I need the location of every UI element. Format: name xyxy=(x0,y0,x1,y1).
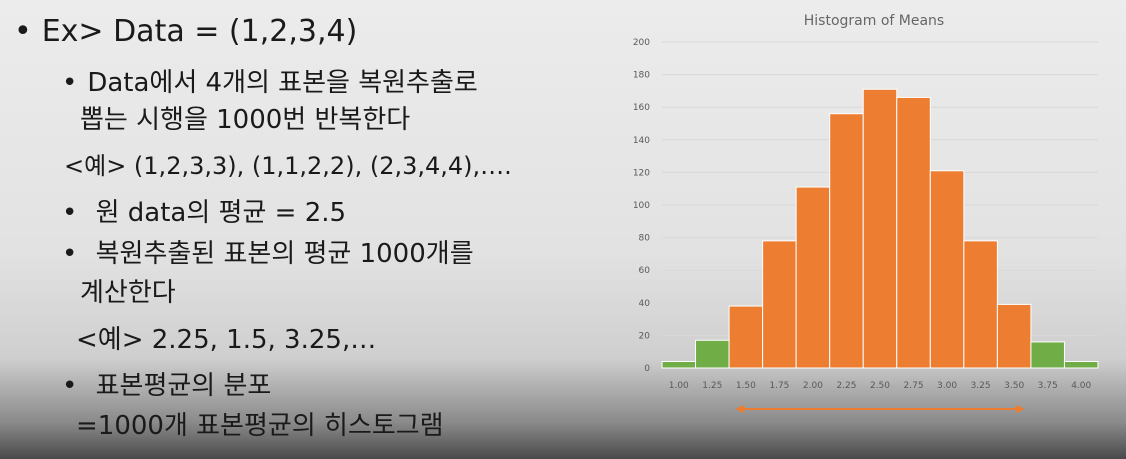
x-tick-label: 2.50 xyxy=(870,381,890,391)
histogram-bar xyxy=(829,113,864,369)
histogram-bar xyxy=(795,186,831,369)
y-tick-label: 140 xyxy=(633,136,650,146)
line-text: 뽑는 시행을 1000번 반복한다 xyxy=(80,105,411,135)
histogram-bar xyxy=(1030,341,1065,369)
line-text: 원 data의 평균 = 2.5 xyxy=(87,198,347,228)
bullet: • xyxy=(62,68,78,98)
bullet: • xyxy=(62,239,78,269)
y-tick-label: 60 xyxy=(639,266,651,276)
line-0: • Ex> Data = (1,2,3,4) xyxy=(14,14,357,49)
y-tick-label: 180 xyxy=(633,71,650,81)
histogram-bar xyxy=(762,240,797,369)
y-tick-label: 160 xyxy=(633,103,650,113)
line-text: 복원추출된 표본의 평균 1000개를 xyxy=(87,239,474,269)
range-arrow-right-head xyxy=(1015,405,1025,413)
line-3: <예> (1,2,3,3), (1,1,2,2), (2,3,4,4),…. xyxy=(64,146,512,181)
bullet: • xyxy=(62,198,78,228)
histogram-bar xyxy=(896,96,931,369)
histogram-bar xyxy=(862,88,898,369)
line-text: 계산한다 xyxy=(80,278,176,308)
histogram-bar xyxy=(728,305,764,369)
x-tick-label: 1.25 xyxy=(702,381,722,391)
x-tick-label: 3.00 xyxy=(937,381,957,391)
histogram-bar xyxy=(695,339,730,369)
x-tick-label: 1.00 xyxy=(669,381,689,391)
line-8: • 표본평균의 분포 xyxy=(62,365,271,402)
x-tick-label: 1.75 xyxy=(769,381,789,391)
bullet: • xyxy=(14,14,32,49)
y-tick-label: 100 xyxy=(633,201,650,211)
line-6: 계산한다 xyxy=(80,272,176,309)
x-tick-label: 2.75 xyxy=(904,381,924,391)
line-4: • 원 data의 평균 = 2.5 xyxy=(62,192,346,229)
chart-title: Histogram of Means xyxy=(804,13,944,29)
line-text: 표본평균의 분포 xyxy=(87,371,272,401)
y-tick-label: 20 xyxy=(639,331,651,341)
histogram-bar xyxy=(963,240,998,369)
x-tick-label: 3.75 xyxy=(1038,381,1058,391)
histogram-bar xyxy=(661,360,697,369)
bullet: • xyxy=(62,371,78,401)
x-tick-label: 2.25 xyxy=(836,381,856,391)
line-text: =1000개 표본평균의 히스토그램 xyxy=(76,411,444,441)
line-1: • Data에서 4개의 표본을 복원추출로 xyxy=(62,62,478,99)
x-tick-label: 3.25 xyxy=(971,381,991,391)
x-tick-label: 4.00 xyxy=(1071,381,1091,391)
line-text: Data에서 4개의 표본을 복원추출로 xyxy=(87,68,478,98)
histogram-bar xyxy=(996,303,1032,369)
y-tick-label: 40 xyxy=(639,299,651,309)
line-5: • 복원추출된 표본의 평균 1000개를 xyxy=(62,233,474,270)
line-7: <예> 2.25, 1.5, 3.25,… xyxy=(76,319,376,356)
histogram-chart: Histogram of Means 0 20 40 60 80 100 120 140 160… xyxy=(633,13,1099,413)
line-2: 뽑는 시행을 1000번 반복한다 xyxy=(80,99,410,136)
x-tick-label: 1.50 xyxy=(736,381,756,391)
line-9: =1000개 표본평균의 히스토그램 xyxy=(76,405,444,442)
line-text: <예> (1,2,3,3), (1,1,2,2), (2,3,4,4),…. xyxy=(64,152,512,180)
y-tick-label: 120 xyxy=(633,168,650,178)
histogram-bar xyxy=(1063,360,1099,369)
line-text: Ex> Data = (1,2,3,4) xyxy=(41,14,358,49)
x-tick-label: 3.50 xyxy=(1004,381,1024,391)
y-tick-label: 0 xyxy=(644,364,650,374)
y-tick-label: 80 xyxy=(639,234,651,244)
y-tick-label: 200 xyxy=(633,38,650,48)
histogram-bar xyxy=(929,170,965,369)
range-arrow-left-head xyxy=(735,405,745,413)
slide-text: • Ex> Data = (1,2,3,4) • Data에서 4개의 표본을 복원… xyxy=(14,14,512,442)
line-text: <예> 2.25, 1.5, 3.25,… xyxy=(76,325,377,355)
x-tick-label: 2.00 xyxy=(803,381,823,391)
